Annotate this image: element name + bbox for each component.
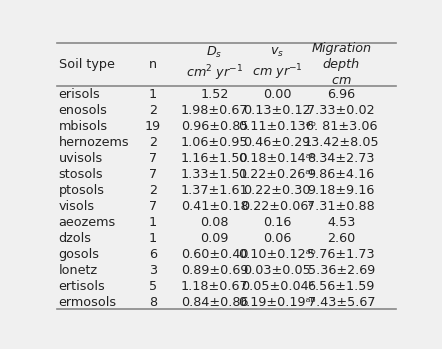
Text: 0.84±0.86: 0.84±0.86 (181, 296, 248, 309)
Text: 1: 1 (149, 232, 157, 245)
Text: 3: 3 (149, 264, 157, 277)
Text: enosols: enosols (59, 104, 107, 117)
Text: 7: 7 (149, 200, 157, 213)
Text: 5.36±2.69: 5.36±2.69 (308, 264, 375, 277)
Text: 0.13±0.12: 0.13±0.12 (244, 104, 311, 117)
Text: 4.53: 4.53 (327, 216, 355, 229)
Text: mbisols: mbisols (59, 120, 108, 133)
Text: 7.33±0.02: 7.33±0.02 (308, 104, 375, 117)
Text: 1: 1 (149, 216, 157, 229)
Text: dzols: dzols (59, 232, 91, 245)
Text: 0.10±0.12ᵃᵇ: 0.10±0.12ᵃᵇ (238, 248, 316, 261)
Text: 0.00: 0.00 (263, 88, 291, 101)
Text: n: n (149, 58, 157, 70)
Text: 1.52: 1.52 (200, 88, 229, 101)
Text: 0.11±0.13ᵃᵇ: 0.11±0.13ᵃᵇ (238, 120, 316, 133)
Text: aeozems: aeozems (59, 216, 116, 229)
Text: 1.37±1.61: 1.37±1.61 (181, 184, 248, 197)
Text: 0.18±0.14ᵃᵇ: 0.18±0.14ᵃᵇ (238, 152, 316, 165)
Text: 6. 81±3.06: 6. 81±3.06 (305, 120, 377, 133)
Text: 6.56±1.59: 6.56±1.59 (308, 280, 375, 293)
Text: Migration
depth
$cm$: Migration depth $cm$ (311, 42, 371, 87)
Text: 0.19±0.19ᵃᵇ: 0.19±0.19ᵃᵇ (238, 296, 316, 309)
Text: 0.06: 0.06 (263, 232, 291, 245)
Text: 1.16±1.50: 1.16±1.50 (181, 152, 248, 165)
Text: 0.46±0.29: 0.46±0.29 (244, 136, 311, 149)
Text: 2: 2 (149, 184, 157, 197)
Text: 0.05±0.04ᵇ: 0.05±0.04ᵇ (240, 280, 314, 293)
Text: $D_s$
cm$^2$ yr$^{-1}$: $D_s$ cm$^2$ yr$^{-1}$ (186, 45, 243, 83)
Text: 0.22±0.26ᵃᵇ: 0.22±0.26ᵃᵇ (238, 168, 316, 181)
Text: 2: 2 (149, 104, 157, 117)
Text: 0.22±0.30: 0.22±0.30 (244, 184, 311, 197)
Text: 1.06±0.95: 1.06±0.95 (181, 136, 248, 149)
Text: 0.60±0.40: 0.60±0.40 (181, 248, 248, 261)
Text: 9.18±9.16: 9.18±9.16 (308, 184, 375, 197)
Text: erisols: erisols (59, 88, 100, 101)
Text: 0.41±0.18: 0.41±0.18 (181, 200, 248, 213)
Text: 2.60: 2.60 (327, 232, 355, 245)
Text: 0.08: 0.08 (200, 216, 229, 229)
Text: 7: 7 (149, 152, 157, 165)
Text: 7: 7 (149, 168, 157, 181)
Text: ermosols: ermosols (59, 296, 117, 309)
Text: 0.09: 0.09 (200, 232, 229, 245)
Text: 7.43±5.67: 7.43±5.67 (308, 296, 375, 309)
Text: 8.34±2.73: 8.34±2.73 (308, 152, 375, 165)
Text: ptosols: ptosols (59, 184, 105, 197)
Text: 5: 5 (149, 280, 157, 293)
Text: 19: 19 (145, 120, 161, 133)
Text: 13.42±8.05: 13.42±8.05 (304, 136, 379, 149)
Text: hernozems: hernozems (59, 136, 130, 149)
Text: 0.16: 0.16 (263, 216, 291, 229)
Text: 1: 1 (149, 88, 157, 101)
Text: $v_s$
cm yr$^{-1}$: $v_s$ cm yr$^{-1}$ (252, 46, 303, 82)
Text: 7.31±0.88: 7.31±0.88 (307, 200, 375, 213)
Text: visols: visols (59, 200, 95, 213)
Text: 0.22±0.06ᵃ: 0.22±0.06ᵃ (241, 200, 313, 213)
Text: lonetz: lonetz (59, 264, 98, 277)
Text: 1.18±0.67: 1.18±0.67 (181, 280, 248, 293)
Text: gosols: gosols (59, 248, 100, 261)
Text: 1.98±0.67: 1.98±0.67 (181, 104, 248, 117)
Text: 6.96: 6.96 (327, 88, 355, 101)
Text: Soil type: Soil type (59, 58, 114, 70)
Text: ertisols: ertisols (59, 280, 106, 293)
Text: 9.86±4.16: 9.86±4.16 (308, 168, 375, 181)
Text: 0.03±0.05: 0.03±0.05 (244, 264, 311, 277)
Text: 1.33±1.51: 1.33±1.51 (181, 168, 248, 181)
Text: uvisols: uvisols (59, 152, 103, 165)
Text: 0.89±0.69: 0.89±0.69 (181, 264, 248, 277)
Text: 6: 6 (149, 248, 157, 261)
Text: 0.96±0.85: 0.96±0.85 (181, 120, 248, 133)
Text: stosols: stosols (59, 168, 103, 181)
Text: 8: 8 (149, 296, 157, 309)
Text: 5.76±1.73: 5.76±1.73 (308, 248, 375, 261)
Text: 2: 2 (149, 136, 157, 149)
